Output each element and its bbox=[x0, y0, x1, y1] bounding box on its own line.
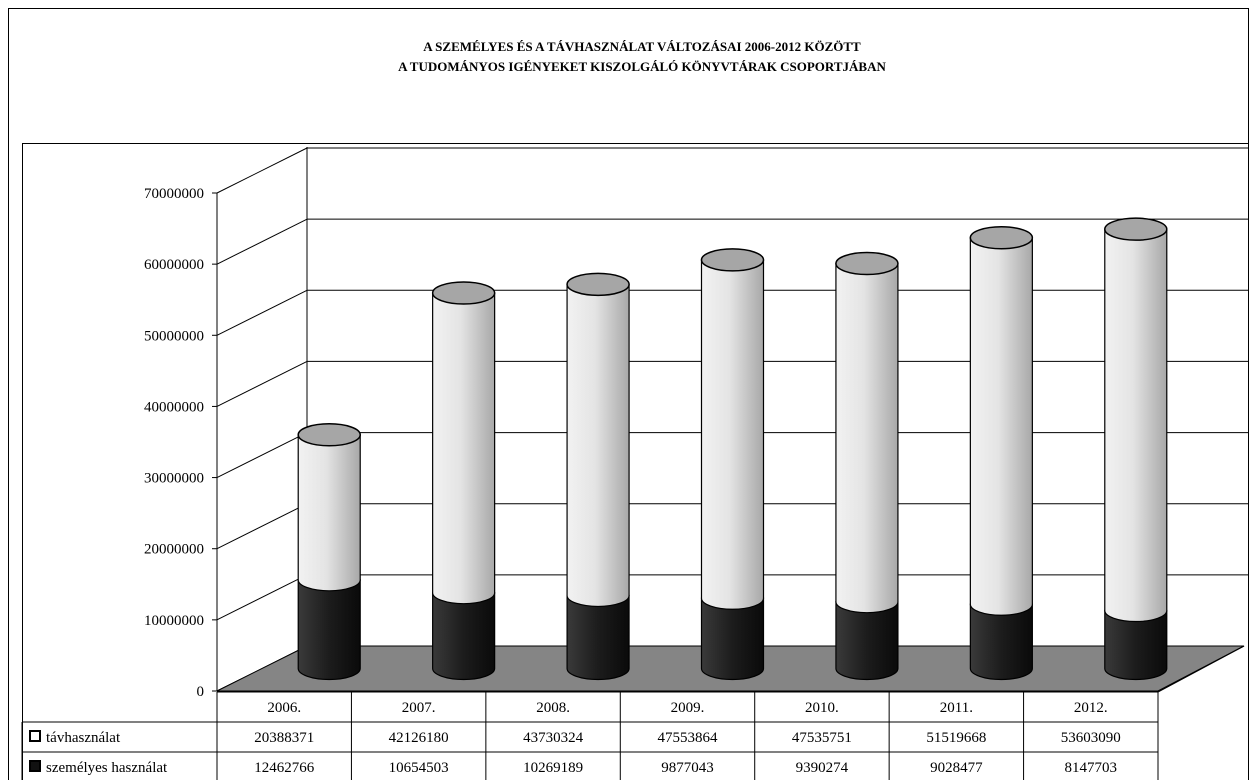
chart-subtitle: A TUDOMÁNYOS IGÉNYEKET KISZOLGÁLÓ KÖNYVT… bbox=[398, 59, 886, 74]
table-cell-value: 9877043 bbox=[661, 760, 714, 776]
table-cell-value: 53603090 bbox=[1061, 730, 1121, 746]
floor-edge bbox=[1157, 645, 1245, 693]
table-cell-value: 12462766 bbox=[254, 760, 315, 776]
bar-remote-use bbox=[835, 262, 899, 614]
bar-remote-use bbox=[1104, 228, 1168, 623]
gridline-side bbox=[216, 574, 308, 621]
gridline-side bbox=[216, 289, 308, 336]
chart-title: A SZEMÉLYES ÉS A TÁVHASZNÁLAT VÁLTOZÁSAI… bbox=[423, 39, 861, 54]
bar-top-cap bbox=[297, 423, 361, 447]
bar-personal-use bbox=[566, 594, 630, 681]
y-tick-label: 10000000 bbox=[144, 613, 204, 629]
chart-body: 0 10000000 20000000 30000000 40000000 5000000… bbox=[21, 147, 1249, 780]
table-cell-value: 9028477 bbox=[930, 760, 983, 776]
bar-remote-use bbox=[432, 292, 496, 605]
table-cell-value: 9390274 bbox=[796, 760, 849, 776]
bar-personal-use bbox=[1104, 609, 1168, 681]
bar-top-cap bbox=[835, 251, 899, 276]
y-tick-label: 30000000 bbox=[144, 471, 204, 487]
table-cell-value: 43730324 bbox=[523, 730, 584, 746]
y-tick-label: 50000000 bbox=[144, 328, 204, 344]
legend-remote-use-swatch bbox=[29, 730, 41, 742]
bar-personal-use bbox=[835, 601, 899, 681]
bar-top-cap bbox=[700, 248, 765, 272]
table-cell-value: 8147703 bbox=[1065, 760, 1118, 776]
table-cell-value: 10269189 bbox=[523, 760, 583, 776]
table-cell-value: 42126180 bbox=[389, 730, 449, 746]
legend-remote-use-label: távhasználat bbox=[46, 730, 121, 746]
y-tick-label: 70000000 bbox=[144, 186, 204, 202]
bar-personal-use bbox=[432, 592, 496, 681]
bar-top-cap bbox=[1104, 217, 1168, 241]
bar-personal-use bbox=[969, 603, 1033, 681]
bar-top-cap bbox=[431, 281, 496, 305]
bar-remote-use bbox=[566, 283, 630, 608]
table-cell-value: 51519668 bbox=[926, 730, 986, 746]
x-category-label: 2006. bbox=[267, 700, 301, 716]
table-cell-value: 47535751 bbox=[792, 730, 852, 746]
gridline-side bbox=[216, 218, 308, 265]
x-category-label: 2012. bbox=[1074, 700, 1108, 716]
x-category-label: 2010. bbox=[805, 700, 839, 716]
gridline-side bbox=[216, 503, 308, 550]
y-tick-label: 40000000 bbox=[144, 399, 204, 415]
gridline-side bbox=[216, 360, 308, 407]
legend-personal-use-swatch bbox=[29, 760, 41, 772]
bar-personal-use bbox=[700, 597, 765, 681]
x-category-label: 2007. bbox=[402, 700, 436, 716]
table-cell-value: 47553864 bbox=[658, 730, 719, 746]
bar-remote-use bbox=[969, 237, 1033, 616]
y-tick-label: 20000000 bbox=[144, 542, 204, 558]
y-tick-label: 60000000 bbox=[144, 257, 204, 273]
x-category-label: 2011. bbox=[940, 700, 973, 716]
legend-personal-use-label: személyes használat bbox=[46, 760, 168, 776]
gridline-side bbox=[216, 147, 308, 194]
table-cell-value: 10654503 bbox=[389, 760, 449, 776]
bar-remote-use bbox=[700, 259, 765, 610]
y-tick-label: 0 bbox=[197, 684, 205, 700]
gridline-side bbox=[216, 432, 308, 479]
x-category-label: 2008. bbox=[536, 700, 570, 716]
bar-personal-use bbox=[297, 579, 361, 681]
bar-top-cap bbox=[566, 272, 630, 297]
bar-remote-use bbox=[297, 434, 361, 592]
table-cell-value: 20388371 bbox=[254, 730, 314, 746]
x-category-label: 2009. bbox=[671, 700, 705, 716]
bar-top-cap bbox=[969, 225, 1034, 250]
